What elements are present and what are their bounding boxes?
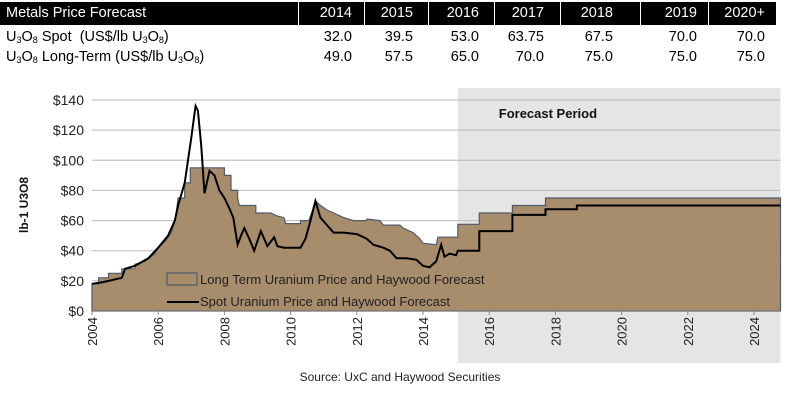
y-tick-label: $60 (61, 213, 85, 229)
year-header: 2016 (446, 5, 479, 21)
y-tick-label: $100 (53, 152, 84, 168)
cell: 57.5 (384, 49, 413, 65)
cell: 75.0 (584, 49, 613, 65)
year-header: 2019 (664, 5, 697, 21)
x-tick-label: 2012 (350, 317, 365, 346)
cell: 32.0 (323, 29, 352, 45)
column-divider (364, 2, 365, 25)
cell: 75.0 (668, 49, 697, 65)
source-note: Source: UxC and Haywood Securities (300, 370, 501, 384)
cell: 67.5 (584, 29, 613, 45)
year-header: 2018 (580, 5, 613, 21)
x-tick-label: 2010 (284, 317, 299, 346)
column-divider (640, 2, 641, 25)
column-divider (298, 2, 299, 25)
cell: 63.75 (507, 29, 544, 45)
x-tick-label: 2014 (416, 317, 431, 346)
forecast-period-label: Forecast Period (499, 106, 597, 121)
year-header: 2014 (319, 5, 352, 21)
x-tick-label: 2020 (615, 317, 630, 346)
year-header: 2015 (380, 5, 413, 21)
cell: 53.0 (450, 29, 479, 45)
year-header: 2020+ (724, 5, 765, 21)
y-tick-label: $80 (61, 182, 85, 198)
cell: 70.0 (668, 29, 697, 45)
legend-label-spot: Spot Uranium Price and Haywood Forecast (200, 294, 450, 309)
x-tick-label: 2018 (548, 317, 563, 346)
column-divider (494, 2, 495, 25)
cell: 39.5 (384, 29, 413, 45)
y-axis-title: lb-1 U3O8 (17, 177, 31, 233)
y-tick-label: $120 (53, 122, 84, 138)
column-divider (708, 2, 709, 25)
cell: 70.0 (515, 49, 544, 65)
x-tick-label: 2006 (151, 317, 166, 346)
column-divider (560, 2, 561, 25)
cell: 49.0 (323, 49, 352, 65)
legend-swatch-long-term (166, 272, 198, 286)
x-tick-label: 2024 (747, 317, 762, 346)
spot-price-line (91, 102, 781, 285)
row-label: U3O8 Spot (US$/lb U3O8) (6, 29, 169, 45)
row-label: U3O8 Long-Term (US$/lb U3O8) (6, 49, 205, 65)
cell: 70.0 (736, 29, 765, 45)
x-tick-label: 2016 (482, 317, 497, 346)
legend-label-long-term: Long Term Uranium Price and Haywood Fore… (200, 272, 485, 287)
long-term-price-area (91, 167, 782, 312)
y-tick-label: $140 (53, 92, 84, 108)
y-tick-label: $0 (68, 303, 84, 319)
table-header-row: Metals Price Forecast 2014 2015 2016 201… (0, 2, 776, 25)
cell: 75.0 (736, 49, 765, 65)
table-title: Metals Price Forecast (6, 5, 147, 21)
cell: 65.0 (450, 49, 479, 65)
y-tick-label: $20 (61, 273, 85, 289)
y-tick-label: $40 (61, 243, 85, 259)
table-row-spot: U3O8 Spot (US$/lb U3O8) 32.0 39.5 53.0 6… (0, 27, 776, 47)
x-tick-label: 2022 (681, 317, 696, 346)
table-row-long-term: U3O8 Long-Term (US$/lb U3O8) 49.0 57.5 6… (0, 47, 776, 67)
x-tick-label: 2004 (85, 317, 100, 346)
x-tick-label: 2008 (217, 317, 232, 346)
column-divider (428, 2, 429, 25)
forecast-table: Metals Price Forecast 2014 2015 2016 201… (0, 2, 776, 67)
year-header: 2017 (511, 5, 544, 21)
